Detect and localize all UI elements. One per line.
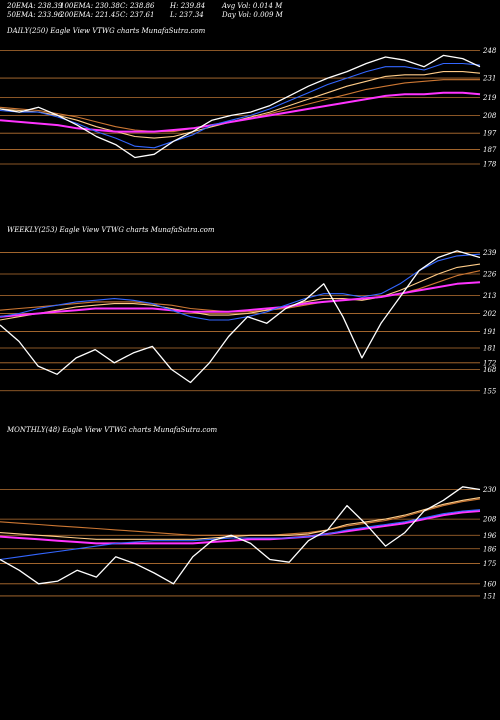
- ema20-stat: 20EMA: 238.39: [7, 2, 63, 10]
- weekly-y-tick-label: 168: [483, 366, 497, 374]
- weekly-y-tick-label: 239: [482, 249, 497, 257]
- weekly-ema20-line: [0, 253, 481, 321]
- weekly-y-tick-label: 226: [482, 270, 497, 278]
- weekly-ema100-line: [0, 270, 481, 313]
- ema100-stat: 100EMA: 230.38: [60, 2, 120, 10]
- monthly-y-tick-label: 196: [483, 532, 497, 540]
- weekly-y-tick-label: 155: [483, 387, 497, 395]
- monthly-y-tick-label: 151: [483, 592, 496, 600]
- monthly-chart-title: MONTHLY(48) Eagle View VTWG charts Munaf…: [7, 426, 218, 434]
- avg-vol-stat: Avg Vol: 0.014 M: [222, 2, 283, 10]
- ema50-stat: 50EMA: 233.96: [7, 11, 63, 19]
- day-vol-stat: Day Vol: 0.009 M: [222, 11, 283, 19]
- daily-y-tick-label: 248: [482, 47, 497, 55]
- monthly-ema100-line: [0, 498, 481, 536]
- daily-y-tick-label: 178: [483, 161, 497, 169]
- daily-ema200-line: [0, 91, 481, 133]
- weekly-y-tick-label: 202: [482, 310, 497, 318]
- daily-y-tick-label: 219: [482, 94, 497, 102]
- daily-y-tick-label: 187: [483, 146, 497, 154]
- weekly-y-tick-label: 213: [482, 292, 497, 300]
- weekly-y-tick-label: 191: [483, 328, 496, 336]
- monthly-y-tick-label: 175: [483, 560, 497, 568]
- low-stat: L: 237.34: [170, 11, 204, 19]
- monthly-y-tick-label: 208: [482, 516, 497, 524]
- daily-y-tick-label: 197: [483, 130, 497, 138]
- daily-chart-title: DAILY(250) Eagle View VTWG charts Munafa…: [7, 27, 206, 35]
- daily-y-tick-label: 231: [482, 75, 496, 83]
- weekly-y-tick-label: 181: [483, 345, 496, 353]
- high-stat: H: 239.84: [170, 2, 206, 10]
- monthly-y-tick-label: 160: [483, 580, 497, 588]
- monthly-chart: 230 208 196 186 175 160 151: [0, 486, 497, 600]
- daily-y-tick-label: 208: [482, 112, 497, 120]
- monthly-price-line: [0, 486, 481, 585]
- daily-chart: 248 231 219 208 197 187 178: [0, 47, 497, 169]
- daily-ema100-line: [0, 79, 480, 133]
- weekly-ema50-line: [0, 263, 481, 321]
- daily-ema20-line: [0, 62, 481, 149]
- monthly-ema20-line: [0, 509, 481, 561]
- monthly-y-tick-label: 186: [483, 545, 497, 553]
- close-stat: C: 238.86: [120, 2, 155, 10]
- weekly-chart-title: WEEKLY(253) Eagle View VTWG charts Munaf…: [7, 226, 215, 234]
- monthly-y-tick-label: 230: [482, 486, 497, 494]
- monthly-ema50-line: [0, 497, 481, 540]
- daily-price-line: [0, 54, 481, 159]
- weekly-price-line: [0, 250, 481, 384]
- close2-stat: C: 237.61: [120, 11, 155, 19]
- weekly-ema200-line: [0, 281, 481, 318]
- stats-header: 20EMA: 238.39 100EMA: 230.38 C: 238.86 H…: [0, 0, 500, 24]
- ema200-stat: 200EMA: 221.45: [60, 11, 120, 19]
- weekly-y-tick-label: 172: [483, 359, 497, 367]
